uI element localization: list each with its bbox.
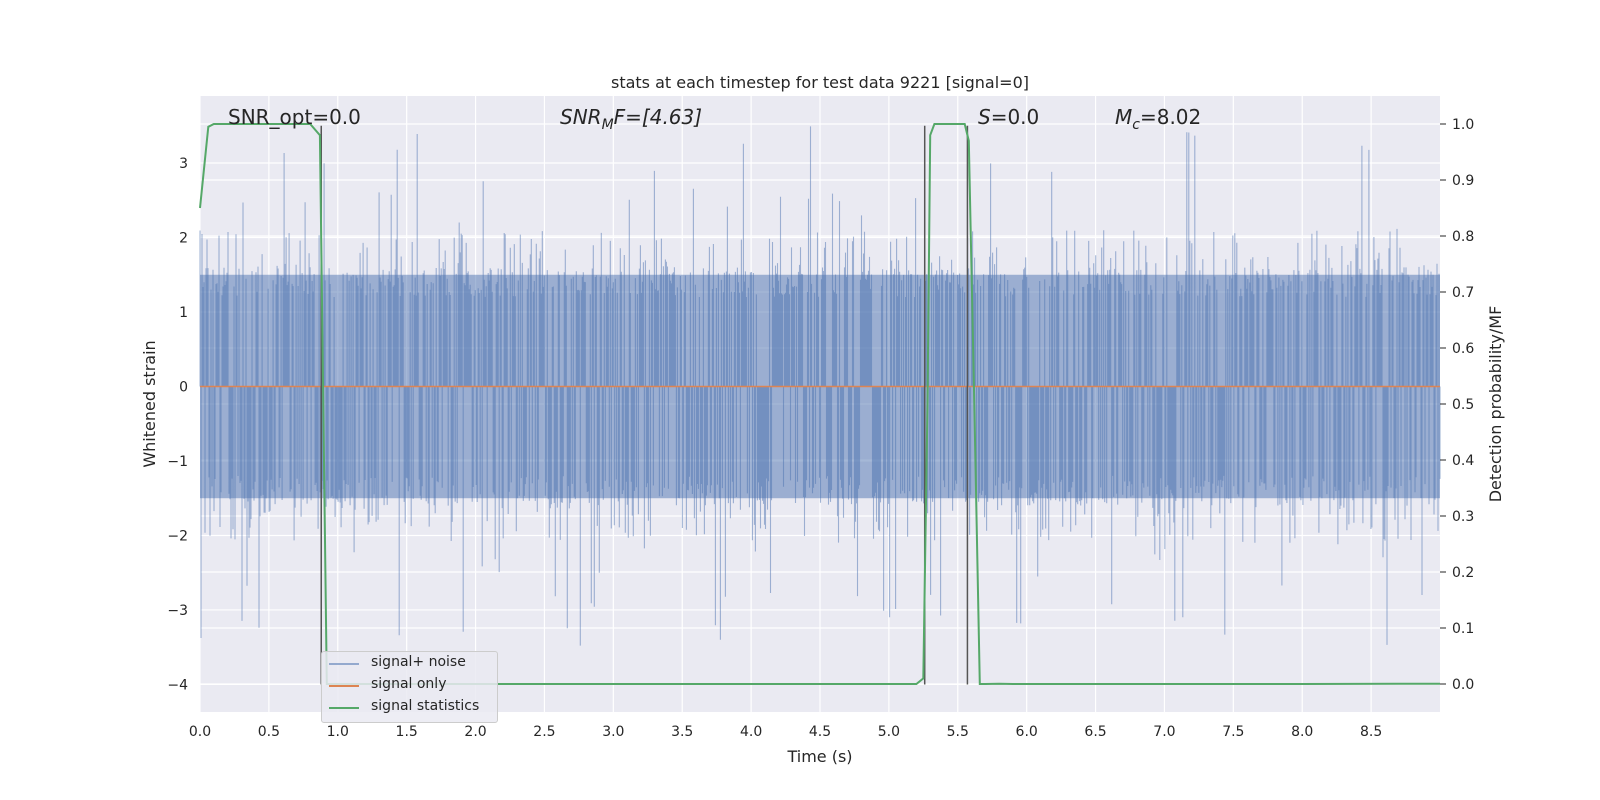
y-right-tick-label: 0.4 (1452, 453, 1474, 469)
s-annotation: S=0.0 (978, 105, 1039, 129)
signal-statistics-series (199, 123, 1441, 685)
x-tick-label: 6.5 (1084, 724, 1106, 740)
right-y-axis-ticks: 1.0 0.9 0.8 0.7 0.6 0.5 0.4 0.3 0.2 0.1 0.0 (1440, 117, 1474, 693)
x-axis-label: Time (s) (786, 747, 852, 766)
legend-swatch-signal-only (329, 685, 359, 687)
y-right-tick-label: 0.3 (1452, 509, 1474, 525)
mc-rest: =8.02 (1140, 105, 1201, 129)
right-y-axis-label: Detection probability/MF (1486, 306, 1505, 503)
y-right-tick-label: 0.0 (1452, 677, 1474, 693)
y-left-tick-label: −2 (167, 528, 188, 544)
legend-entry-signal-only: signal only (322, 675, 497, 697)
snr-mf-rest: F=[4.63] (614, 105, 702, 129)
chart-title: stats at each timestep for test data 922… (611, 73, 1029, 92)
mc-sub: c (1132, 117, 1140, 133)
x-axis-ticks: 0.0 0.5 1.0 1.5 2.0 2.5 3.0 3.5 4.0 4.5 5.0 5.5 6.0 6… (189, 724, 1382, 740)
x-tick-label: 4.0 (740, 724, 762, 740)
left-y-axis-label: Whitened strain (140, 340, 159, 467)
legend-label-signal-only: signal only (371, 676, 447, 692)
x-tick-label: 3.5 (671, 724, 693, 740)
x-tick-label: 5.0 (878, 724, 900, 740)
legend-swatch-signal-statistics (329, 707, 359, 709)
mc-annotation: Mc=8.02 (1115, 105, 1201, 133)
x-tick-label: 3.0 (602, 724, 624, 740)
legend-swatch-signal-noise (329, 663, 359, 665)
x-tick-label: 1.5 (396, 724, 418, 740)
legend-entry-signal-statistics: signal statistics (322, 697, 497, 719)
s-rest: =0.0 (991, 105, 1040, 129)
y-left-tick-label: 1 (179, 305, 188, 321)
y-left-tick-label: −3 (167, 603, 188, 619)
x-tick-label: 4.5 (809, 724, 831, 740)
snr-mf-annotation: SNRMF=[4.63] (560, 105, 702, 133)
s-var: S (978, 105, 991, 129)
y-right-tick-label: 0.8 (1452, 229, 1474, 245)
snr-opt-annotation: SNR_opt=0.0 (228, 105, 361, 129)
x-tick-label: 8.0 (1291, 724, 1313, 740)
x-tick-label: 8.5 (1360, 724, 1382, 740)
x-tick-label: 6.0 (1016, 724, 1038, 740)
y-right-tick-label: 0.2 (1452, 565, 1474, 581)
x-tick-label: 2.0 (464, 724, 486, 740)
x-tick-label: 7.5 (1222, 724, 1244, 740)
x-tick-label: 1.0 (327, 724, 349, 740)
x-tick-label: 0.5 (258, 724, 280, 740)
y-right-tick-label: 0.9 (1452, 173, 1474, 189)
y-right-tick-label: 0.5 (1452, 397, 1474, 413)
y-left-tick-label: 3 (179, 156, 188, 172)
y-right-tick-label: 0.7 (1452, 285, 1474, 301)
y-left-tick-label: −4 (167, 677, 188, 693)
mc-var: M (1115, 105, 1132, 129)
left-y-axis-ticks: 3 2 1 0 −1 −2 −3 −4 (167, 156, 188, 693)
y-right-tick-label: 0.1 (1452, 621, 1474, 637)
legend-entry-signal-noise: signal+ noise (322, 653, 497, 675)
x-tick-label: 7.0 (1153, 724, 1175, 740)
legend: signal+ noise signal only signal statist… (321, 651, 498, 723)
noise-spikes (199, 126, 1441, 646)
legend-label-signal-noise: signal+ noise (371, 654, 466, 670)
x-tick-label: 0.0 (189, 724, 211, 740)
x-tick-label: 2.5 (533, 724, 555, 740)
snr-mf-sub: M (602, 117, 614, 133)
y-left-tick-label: −1 (167, 454, 188, 470)
legend-label-signal-statistics: signal statistics (371, 698, 480, 714)
y-right-tick-label: 1.0 (1452, 117, 1474, 133)
snr-mf-main: SNR (560, 105, 602, 129)
y-right-tick-label: 0.6 (1452, 341, 1474, 357)
signal-statistics-line (199, 123, 1441, 685)
y-left-tick-label: 2 (179, 231, 188, 247)
x-tick-label: 5.5 (947, 724, 969, 740)
y-left-tick-label: 0 (179, 379, 188, 395)
